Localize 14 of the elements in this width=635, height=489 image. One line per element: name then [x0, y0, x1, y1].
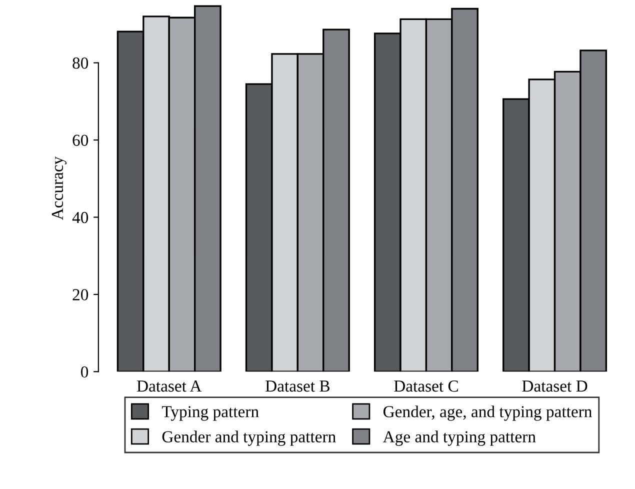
y-axis-title: Accuracy	[52, 156, 66, 220]
y-tick-label: 40	[72, 212, 88, 224]
x-tick-label: Dataset A	[136, 380, 202, 392]
legend-label: Typing pattern	[162, 406, 259, 421]
legend-label: Gender and typing pattern	[162, 430, 336, 446]
x-tick-label: Dataset C	[394, 380, 458, 392]
legend-label: Gender, age, and typing pattern	[383, 406, 592, 421]
y-tick-label: 60	[72, 134, 88, 146]
x-tick-label: Dataset B	[266, 380, 330, 392]
y-tick-label: 0	[81, 366, 88, 378]
y-tick-label: 80	[72, 57, 88, 69]
legend-label: Age and typing pattern	[382, 430, 536, 446]
x-tick-label: Dataset D	[522, 380, 588, 392]
y-tick-label: 20	[72, 289, 88, 300]
